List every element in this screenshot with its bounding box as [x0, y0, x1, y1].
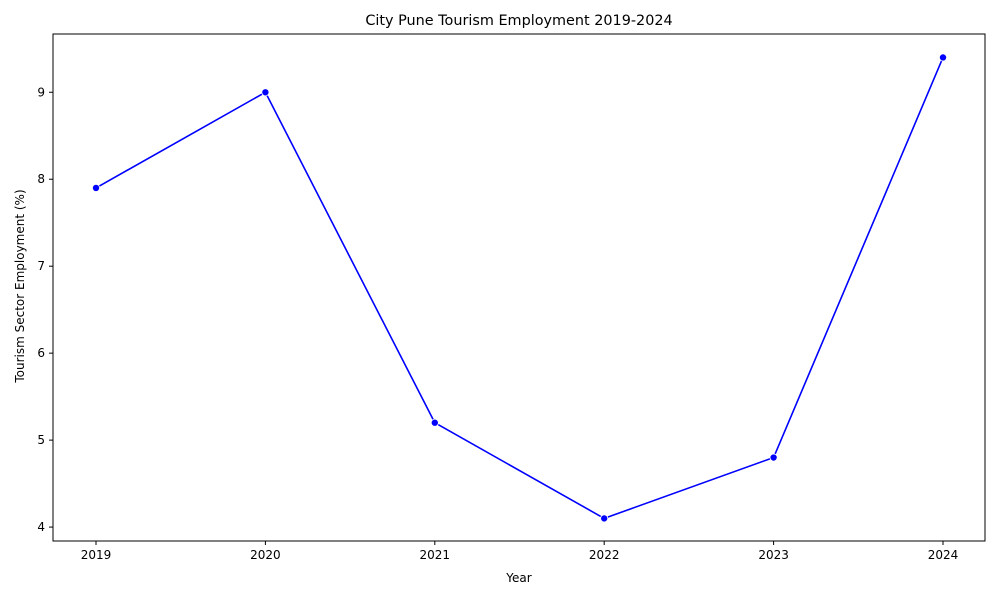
y-tick-label: 7 [37, 259, 45, 273]
y-axis-label: Tourism Sector Employment (%) [13, 189, 27, 383]
data-point [92, 183, 101, 192]
x-tick-label: 2023 [758, 548, 789, 562]
data-point [769, 453, 778, 462]
x-tick-label: 2021 [420, 548, 451, 562]
data-point [939, 53, 948, 62]
x-tick-label: 2020 [250, 548, 281, 562]
x-axis-label: Year [505, 571, 531, 585]
y-tick-label: 8 [37, 172, 45, 186]
y-tick-label: 4 [37, 520, 45, 534]
y-tick-label: 9 [37, 85, 45, 99]
x-tick-label: 2024 [928, 548, 959, 562]
x-tick-label: 2019 [81, 548, 112, 562]
series-line [95, 57, 944, 520]
y-tick-label: 5 [37, 433, 45, 447]
y-tick-label: 6 [37, 346, 45, 360]
chart-title: City Pune Tourism Employment 2019-2024 [365, 13, 672, 29]
data-point [600, 514, 609, 523]
data-point [430, 418, 439, 427]
data-point [261, 88, 270, 97]
x-tick-label: 2022 [589, 548, 620, 562]
axes-frame [52, 33, 986, 542]
plot-area: 2019 2020 2021 2022 2023 2024 4 5 6 7 8 9 [37, 33, 986, 562]
